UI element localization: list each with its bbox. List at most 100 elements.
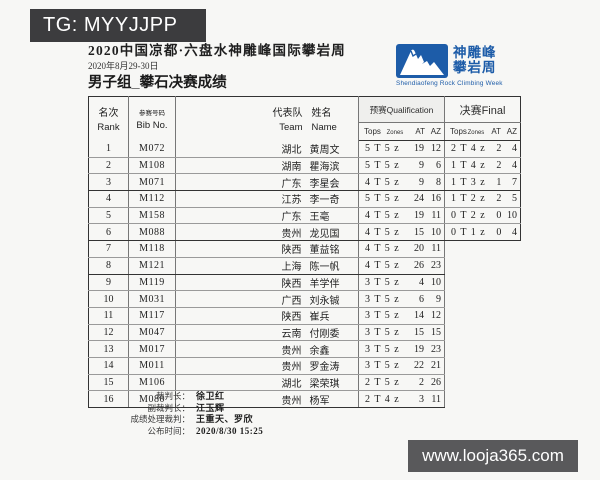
rank-cell: 3 <box>88 173 129 192</box>
team-cell: 陕西 <box>175 274 309 292</box>
name-cell: 李星会 <box>308 173 359 192</box>
results-table: 名次 Rank 参赛号码 Bib No. 代表队 Team 姓名 Name 预赛… <box>88 96 521 408</box>
team-cell: 广西 <box>175 290 309 308</box>
name-cell: 黄周文 <box>308 140 359 158</box>
bib-cell: M118 <box>128 240 176 258</box>
tg-watermark-badge: TG: MYYJJPP <box>30 9 206 42</box>
bib-cell: M080 <box>128 390 176 408</box>
team-cell: 湖北 <box>175 140 309 158</box>
bib-cell: M106 <box>128 374 176 392</box>
final-cell <box>445 391 521 408</box>
rank-cell: 9 <box>88 274 129 292</box>
qualification-cell: 3 T 5 z 22 21 <box>358 357 445 375</box>
team-cell: 贵州 <box>175 357 309 375</box>
qualification-cell: 3 T 5 z 15 15 <box>358 324 445 342</box>
name-cell: 付刚委 <box>308 324 359 342</box>
qualification-cell: 2 T 4 z 3 11 <box>358 390 445 408</box>
team-cell: 陕西 <box>175 307 309 325</box>
bib-cell: M121 <box>128 257 176 275</box>
rank-cell: 15 <box>88 374 129 392</box>
rank-cell: 16 <box>88 390 129 408</box>
event-logo: 神雕峰 攀岩周 Shendiaofeng Rock Climbing Week <box>396 44 526 87</box>
rank-cell: 11 <box>88 307 129 325</box>
header-name: 姓名 Name <box>308 96 359 141</box>
team-cell: 贵州 <box>175 340 309 358</box>
team-cell: 云南 <box>175 324 309 342</box>
final-cell <box>445 274 521 291</box>
table-row: 14 M011 贵州 罗金涛 3 T 5 z 22 21 <box>88 357 521 375</box>
qualification-cell: 4 T 5 z 20 11 <box>358 240 445 258</box>
table-row: 12 M047 云南 付刚委 3 T 5 z 15 15 <box>88 324 521 342</box>
name-cell: 刘永铖 <box>308 290 359 308</box>
bib-cell: M047 <box>128 324 176 342</box>
official-line: 成绩处理裁判： 王重天、罗欣 <box>88 414 263 426</box>
official-line: 公布时间： 2020/8/30 15:25 <box>88 426 263 438</box>
rank-cell: 13 <box>88 340 129 358</box>
name-cell: 羊学伴 <box>308 274 359 292</box>
team-cell: 广东 <box>175 173 309 192</box>
name-cell: 李一奇 <box>308 190 359 208</box>
results-subtitle: 男子组_攀石决赛成绩 <box>88 75 227 91</box>
rank-cell: 6 <box>88 223 129 242</box>
final-cell <box>445 357 521 374</box>
qualification-cell: 3 T 5 z 14 12 <box>358 307 445 325</box>
final-cell <box>445 307 521 324</box>
final-cell: 0 T 2 z 0 10 <box>444 207 521 225</box>
bib-cell: M088 <box>128 223 176 242</box>
official-label: 公布时间： <box>147 425 190 436</box>
team-cell: 江苏 <box>175 190 309 208</box>
team-cell: 上海 <box>175 257 309 275</box>
name-cell: 董益铭 <box>308 240 359 258</box>
name-cell: 罗金涛 <box>308 357 359 375</box>
final-cell <box>445 341 521 358</box>
bib-cell: M108 <box>128 157 176 175</box>
rank-cell: 4 <box>88 190 129 208</box>
bib-cell: M112 <box>128 190 176 208</box>
name-cell: 王亳 <box>308 207 359 225</box>
logo-english-text: Shendiaofeng Rock Climbing Week <box>396 80 503 87</box>
table-row: 7 M118 陕西 董益铭 4 T 5 z 20 11 <box>88 240 521 258</box>
rank-cell: 8 <box>88 257 129 275</box>
header-rank: 名次 Rank <box>88 96 129 141</box>
bib-cell: M011 <box>128 357 176 375</box>
rank-cell: 5 <box>88 207 129 225</box>
qualification-cell: 5 T 5 z 19 12 <box>358 140 445 158</box>
header-bib: 参赛号码 Bib No. <box>128 96 176 141</box>
qualification-cell: 4 T 5 z 26 23 <box>358 257 445 275</box>
final-cell <box>445 257 521 274</box>
bib-cell: M117 <box>128 307 176 325</box>
rank-cell: 14 <box>88 357 129 375</box>
official-value: 2020/8/30 15:25 <box>196 425 264 436</box>
header-final-subcolumns: Tops Zones AT AZ <box>444 122 521 141</box>
event-date: 2020年8月29-30日 <box>88 61 159 71</box>
bib-cell: M071 <box>128 173 176 192</box>
final-cell <box>445 374 521 391</box>
qualification-cell: 4 T 5 z 19 11 <box>358 207 445 225</box>
final-cell <box>445 241 521 258</box>
website-watermark-badge: www.looja365.com <box>408 440 578 472</box>
official-label: 裁判长： <box>155 391 190 401</box>
name-cell: 瞿海滨 <box>308 157 359 175</box>
rank-cell: 7 <box>88 240 129 258</box>
rank-cell: 2 <box>88 157 129 175</box>
official-label: 成绩处理裁判： <box>130 414 190 424</box>
official-value: 徐卫红 <box>196 391 225 401</box>
header-qual-subcolumns: Tops Zones AT AZ <box>358 122 445 141</box>
name-cell: 杨军 <box>308 390 359 408</box>
team-cell: 湖北 <box>175 374 309 392</box>
qualification-cell: 3 T 5 z 4 10 <box>358 274 445 292</box>
official-value: 王重天、罗欣 <box>196 414 254 424</box>
results-table-body: 1 M072 湖北 黄周文 5 T 5 z 19 12 2 T 4 z 2 4 2 M108 湖南 瞿海滨… <box>88 140 521 408</box>
rank-cell: 12 <box>88 324 129 342</box>
header-qualification: 预赛Qualification <box>358 96 445 123</box>
